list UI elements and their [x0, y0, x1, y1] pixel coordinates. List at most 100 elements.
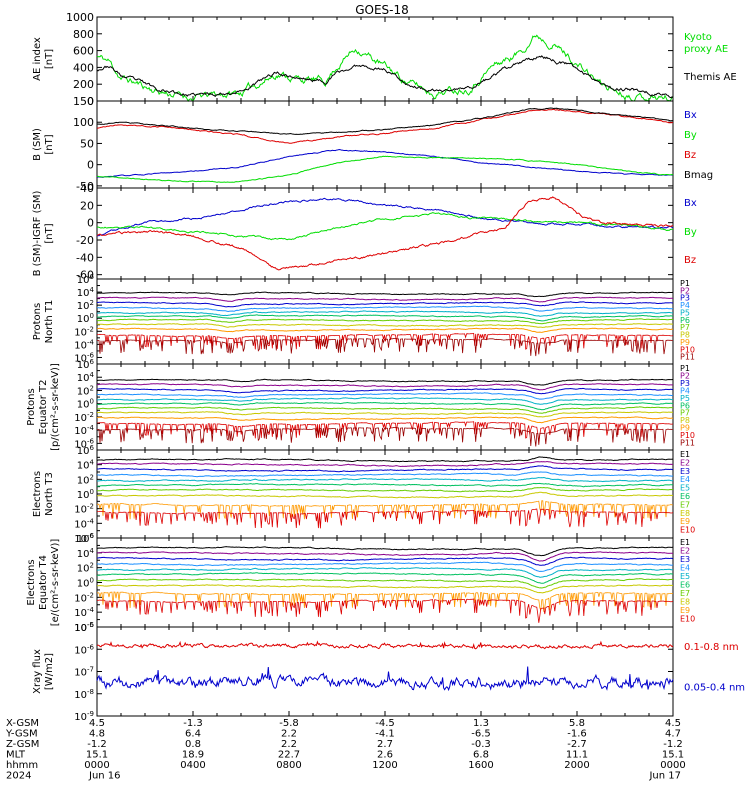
- e1-channel-e5: [97, 476, 674, 483]
- xaxis-row-label: Z-GSM: [6, 739, 39, 750]
- ae-legend-kyoto: proxy AE: [684, 44, 728, 55]
- bsm-series-bz: [96, 108, 673, 144]
- xaxis-row-label: Y-GSM: [5, 729, 38, 740]
- p1-legend-p8: P8: [680, 331, 690, 340]
- p2-channel-p6: [96, 401, 674, 411]
- bdiff-y-tick-label: 0: [87, 217, 94, 230]
- e1-legend-e4: E4: [680, 475, 690, 484]
- xray-series-long: [96, 640, 674, 650]
- xray-y-tick-label: 10-7: [74, 666, 94, 679]
- p2-channel-p11: [96, 426, 674, 447]
- e1-channel-e6: [96, 482, 674, 488]
- p2-legend-p8: P8: [680, 416, 690, 425]
- bdiff-y-tick-label: -20: [76, 234, 94, 247]
- xaxis-value: 2.2: [281, 729, 297, 740]
- xray-legend-short: 0.05-0.4 nm: [684, 683, 745, 694]
- xaxis-value: 0.8: [185, 739, 201, 750]
- xaxis-value: 4.5: [665, 718, 681, 729]
- xaxis-row-label: MLT: [6, 750, 26, 761]
- e1-channel-e8: [97, 491, 673, 499]
- e1-channel-e4: [96, 471, 674, 478]
- e2-channel-e3: [97, 556, 674, 566]
- e1-y-tick-label: 10-6: [74, 532, 94, 545]
- xaxis-value: -1.3: [183, 718, 203, 729]
- xaxis-value: 11.1: [566, 750, 588, 761]
- p1-y-tick-label: 10-2: [74, 325, 94, 338]
- ae-frame: [96, 16, 674, 102]
- bsm-frame: [96, 100, 674, 189]
- p2-channel-p8: [97, 411, 673, 418]
- e1-legend-e6: E6: [680, 492, 690, 501]
- e2-channel-e6: [96, 572, 674, 584]
- p1-legend-p3: P3: [680, 294, 690, 303]
- bsm-legend-bx: Bx: [684, 110, 697, 121]
- p2-channel-p9: [96, 416, 674, 424]
- xaxis-value: 2.6: [377, 750, 393, 761]
- bdiff-legend-by: By: [684, 227, 697, 238]
- xaxis-value: 0000: [660, 760, 685, 771]
- bdiff-y-tick-label: 40: [80, 182, 94, 195]
- p2-ylabel: Equator T2: [38, 380, 49, 435]
- xaxis-value: 6.4: [185, 729, 201, 740]
- p1-y-tick-label: 10-4: [74, 338, 94, 351]
- e1-legend-e7: E7: [680, 500, 690, 509]
- p2-channel-p2: [97, 383, 674, 391]
- e2-y-tick-label: 106: [77, 532, 95, 545]
- xaxis-value: 22.7: [278, 750, 300, 761]
- p1-channel-p9: [96, 327, 674, 333]
- p1-channel-p1: [96, 291, 674, 298]
- p2-ylabel: Protons: [26, 388, 37, 425]
- p1-y-tick-label: 102: [77, 299, 94, 312]
- ae-y-tick-label: 200: [73, 78, 94, 91]
- xaxis-value: -1.6: [567, 729, 587, 740]
- p2-y-tick-label: 10-2: [74, 411, 94, 424]
- e1-ylabel: North T3: [44, 472, 55, 516]
- p2-channel-p1: [96, 378, 674, 386]
- ae-ylabel: AE index: [32, 37, 43, 81]
- e2-legend-e3: E3: [680, 555, 690, 564]
- xaxis-value: 0400: [180, 760, 205, 771]
- xray-series-short: [96, 666, 674, 692]
- p1-channel-p5: [96, 310, 673, 317]
- xaxis-value: -6.5: [471, 729, 491, 740]
- xaxis-value: -4.1: [375, 729, 395, 740]
- p1-channel-p8: [97, 323, 673, 329]
- p2-legend-p1: P1: [680, 364, 690, 373]
- e2-y-tick-label: 102: [77, 562, 94, 575]
- bsm-ylabel: [nT]: [44, 134, 55, 154]
- xaxis-value: 4.5: [89, 718, 105, 729]
- xray-legend-long: 0.1-0.8 nm: [684, 642, 739, 653]
- e2-legend-e8: E8: [680, 598, 690, 607]
- p2-legend-p3: P3: [680, 379, 690, 388]
- xaxis-value: -1.2: [87, 739, 107, 750]
- p2-y-tick-label: 106: [77, 358, 95, 371]
- xaxis-value: -4.5: [375, 718, 395, 729]
- xaxis-value: 0800: [276, 760, 301, 771]
- ae-y-tick-label: 400: [73, 61, 94, 74]
- ae-y-tick-label: 0: [87, 95, 94, 108]
- bdiff-ylabel: B (SM)-IGRF (SM): [32, 191, 43, 277]
- e2-channel-e10: [96, 598, 674, 623]
- xaxis-value: -2.7: [567, 739, 587, 750]
- ae-legend-kyoto: Kyoto: [684, 32, 712, 43]
- xaxis-value: 4.8: [89, 729, 105, 740]
- xaxis-value: 1600: [468, 760, 493, 771]
- e1-y-tick-label: 106: [77, 444, 95, 457]
- e2-channel-e8: [97, 584, 673, 594]
- p2-y-tick-label: 104: [77, 371, 95, 384]
- bsm-series-by: [96, 155, 674, 183]
- e1-legend-e1: E1: [680, 450, 690, 459]
- e2-y-tick-label: 100: [77, 577, 94, 590]
- p1-y-tick-label: 106: [77, 273, 95, 286]
- e1-channel-e7: [97, 486, 674, 493]
- p2-legend-p10: P10: [680, 431, 695, 440]
- xaxis-value: 2000: [564, 760, 589, 771]
- p2-legend-p11: P11: [680, 439, 695, 448]
- bsm-y-tick-label: -50: [76, 180, 94, 193]
- xray-y-tick-label: 10-9: [74, 710, 94, 723]
- p1-channel-p6: [97, 314, 674, 322]
- e1-channel-e1: [96, 456, 674, 463]
- e1-legend-e5: E5: [680, 484, 690, 493]
- p1-channel-p7: [97, 318, 674, 325]
